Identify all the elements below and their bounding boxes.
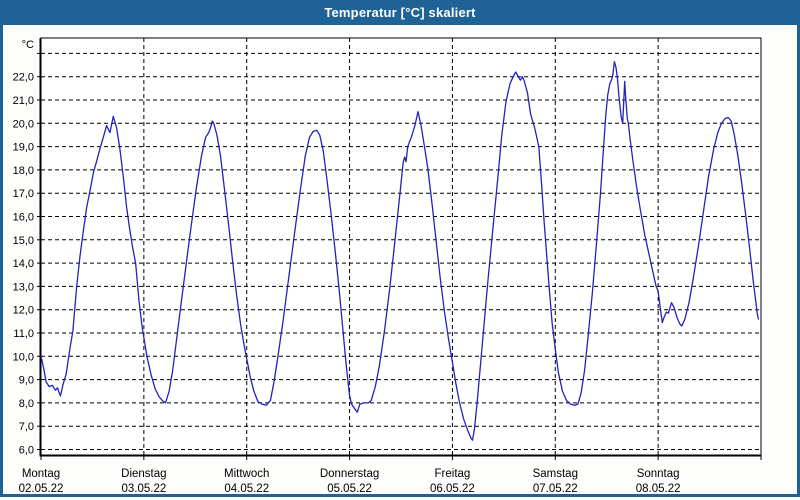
day-date-label: 02.05.22 [19, 483, 64, 495]
day-date-label: 04.05.22 [224, 483, 269, 495]
y-tick-label: 19,0 [13, 142, 34, 154]
day-date-label: 06.05.22 [430, 483, 475, 495]
y-tick-label: 15,0 [13, 235, 34, 247]
plot-frame [39, 37, 762, 457]
y-tick-label: 7,0 [19, 421, 34, 433]
y-tick-label: 9,0 [19, 375, 34, 387]
y-tick-label: 21,0 [13, 95, 34, 107]
y-tick-label: 22,0 [13, 72, 34, 84]
day-name-label: Mittwoch [224, 468, 269, 480]
gridlines [37, 38, 762, 460]
day-name-label: Dienstag [121, 468, 166, 480]
day-date-label: 05.05.22 [327, 483, 372, 495]
day-date-label: 03.05.22 [121, 483, 166, 495]
y-tick-label: 14,0 [13, 258, 34, 270]
y-tick-label: 12,0 [13, 305, 34, 317]
y-tick-label: 13,0 [13, 281, 34, 293]
day-date-label: 08.05.22 [636, 483, 681, 495]
y-tick-label: 8,0 [19, 398, 34, 410]
title-bar: Temperatur [°C] skaliert [0, 0, 800, 25]
day-name-label: Montag [22, 468, 60, 480]
plot-area [41, 38, 761, 455]
y-tick-label: 17,0 [13, 188, 34, 200]
temperature-curve [40, 60, 760, 441]
y-axis-labels: 6,0 7,0 8,0 9,0 10,0 11,0 12,0 13,0 14,0 15,0 16,0… [13, 39, 34, 457]
day-name-label: Donnerstag [320, 468, 379, 480]
y-axis-unit-label: °C [22, 39, 34, 51]
y-tick-label: 10,0 [13, 351, 34, 363]
chart-title: Temperatur [°C] skaliert [324, 5, 476, 20]
day-name-label: Freitag [435, 468, 471, 480]
y-tick-label: 6,0 [19, 445, 34, 457]
y-tick-label: 11,0 [13, 328, 34, 340]
x-axis-labels: Montag 02.05.22 Dienstag 03.05.22 Mittwoch 04… [19, 468, 681, 495]
day-name-label: Sonntag [637, 468, 680, 480]
y-tick-label: 16,0 [13, 212, 34, 224]
y-tick-label: 20,0 [13, 118, 34, 130]
y-tick-label: 18,0 [13, 165, 34, 177]
day-date-label: 07.05.22 [533, 483, 578, 495]
day-name-label: Samstag [533, 468, 578, 480]
